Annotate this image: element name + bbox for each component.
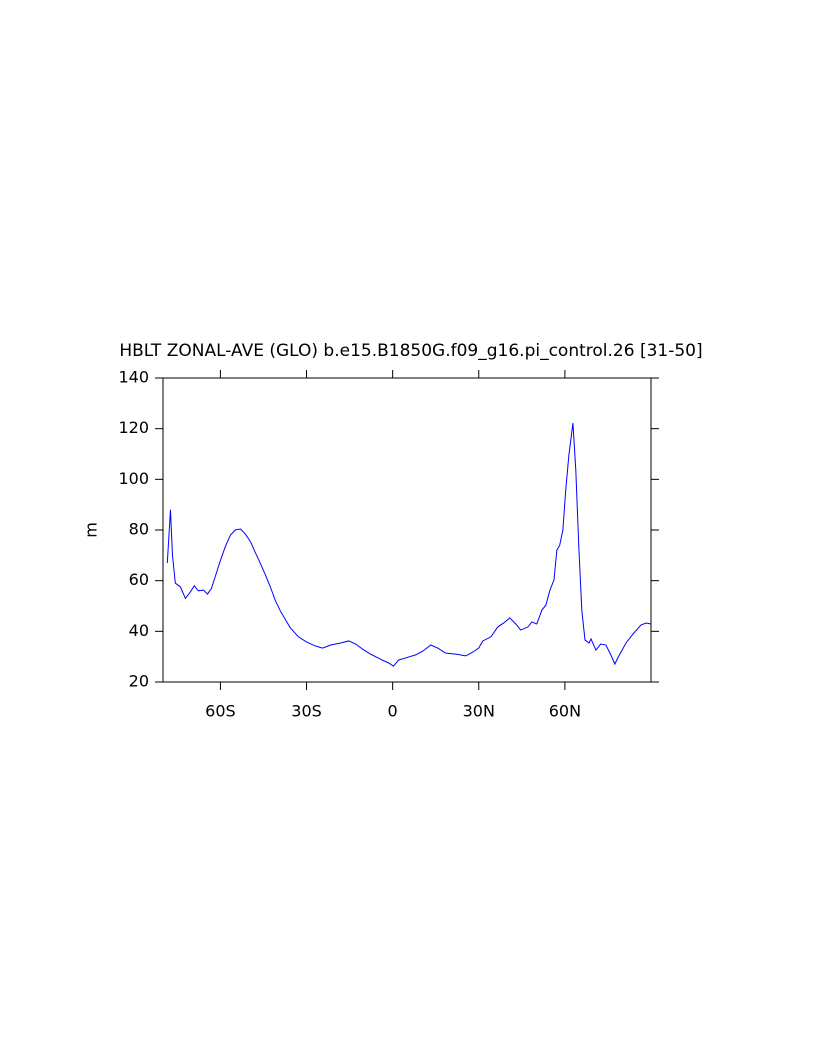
y-tick-label: 100: [118, 469, 149, 488]
y-tick-label: 120: [118, 418, 149, 437]
y-tick-label: 60: [129, 570, 149, 589]
x-tick-label: 60S: [205, 702, 236, 721]
x-tick-label: 30S: [291, 702, 322, 721]
y-tick-label: 140: [118, 368, 149, 387]
y-tick-label: 20: [129, 672, 149, 691]
data-line: [166, 423, 652, 667]
y-tick-label: 80: [129, 520, 149, 539]
x-tick-label: 0: [388, 702, 398, 721]
y-tick-label: 40: [129, 621, 149, 640]
x-tick-label: 60N: [549, 702, 581, 721]
chart-title: HBLT ZONAL-AVE (GLO) b.e15.B1850G.f09_g1…: [119, 341, 702, 361]
y-axis-label: m: [82, 522, 101, 538]
x-tick-label: 30N: [463, 702, 495, 721]
